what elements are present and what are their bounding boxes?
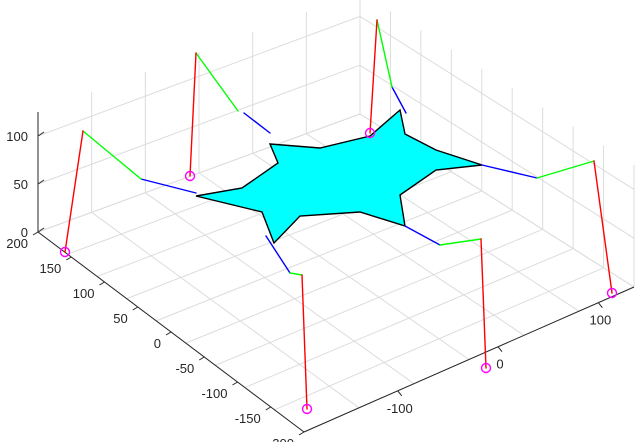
floor-grid-line (244, 248, 574, 389)
femur-segment (439, 238, 482, 246)
z-tick-mark (37, 179, 45, 185)
x-tick-mark (397, 390, 403, 397)
foot-marker (184, 170, 196, 182)
z-tick-label: 100 (6, 129, 28, 144)
y-tick-mark (198, 356, 205, 361)
wall-grid-line (37, 64, 361, 185)
floor-grid-line (156, 190, 482, 322)
floor-grid-line (215, 228, 543, 366)
tibia-segment (369, 19, 378, 134)
tibia-segment (189, 52, 197, 177)
y-tick-mark (132, 306, 139, 311)
femur-segment (536, 160, 595, 179)
x-tick-label: 0 (496, 357, 503, 372)
tibia-segment (64, 130, 84, 253)
leg-front-left (184, 52, 271, 182)
tibia-segment (301, 274, 308, 410)
floor-grid-line (145, 192, 415, 385)
foot-marker (606, 287, 618, 299)
y-tick-mark (65, 256, 72, 261)
legs-layer (59, 19, 618, 415)
coxa-segment (481, 164, 538, 179)
x-tick-label: -100 (387, 401, 413, 416)
coxa-segment (243, 112, 271, 134)
tibia-segment (480, 238, 487, 369)
foot-marker (364, 127, 376, 139)
femur-segment (82, 130, 142, 180)
y-tick-mark (298, 431, 305, 436)
z-tick-mark (37, 227, 45, 233)
floor-grid-line (185, 209, 513, 344)
foot-marker (301, 403, 313, 415)
leg-front-right (364, 19, 407, 139)
wall-grid-line (37, 113, 361, 233)
y-tick-label: 0 (154, 336, 161, 351)
y-tick-mark (165, 331, 172, 336)
coxa-segment (404, 225, 441, 246)
y-tick-label: -150 (235, 411, 261, 426)
y-tick-mark (32, 231, 39, 236)
y-tick-mark (265, 406, 272, 411)
wall-grid-line (359, 15, 635, 190)
foot-marker (59, 246, 71, 258)
robot-body (195, 108, 483, 245)
tibia-segment (593, 160, 613, 294)
x-axis-line (303, 286, 635, 433)
femur-segment (289, 272, 303, 276)
wall-grid-line (37, 15, 361, 137)
leg-rear-left (265, 235, 313, 415)
y-tick-mark (232, 381, 238, 386)
coxa-segment (391, 86, 407, 114)
z-tick-mark (37, 131, 45, 137)
coxa-segment (140, 178, 197, 194)
x-tick-mark (497, 346, 503, 353)
grid-layer (37, 0, 635, 433)
x-tick-label: 100 (590, 313, 612, 328)
femur-segment (195, 52, 239, 112)
leg-right (481, 160, 618, 299)
y-tick-label: -200 (268, 436, 294, 442)
femur-segment (376, 19, 393, 88)
y-tick-label: 200 (6, 236, 28, 251)
y-tick-label: 50 (113, 311, 127, 326)
y-tick-label: 100 (73, 286, 95, 301)
floor-grid-line (274, 267, 604, 411)
y-tick-label: -50 (175, 361, 194, 376)
y-tick-mark (99, 281, 105, 286)
coxa-segment (265, 235, 291, 274)
wall-grid-line (359, 64, 635, 239)
body-layer (195, 108, 483, 245)
y-tick-label: 150 (40, 261, 62, 276)
ticks-layer: 0 50 100 200 150 100 50 0 -50 -100 -150 -200 -100 0 10… (6, 129, 612, 447)
foot-marker (480, 362, 492, 374)
leg-left (59, 130, 197, 258)
z-tick-label: 50 (14, 177, 28, 192)
y-tick-label: -100 (201, 386, 227, 401)
leg-rear-right (404, 225, 492, 374)
z-tick-label: 0 (21, 225, 28, 240)
x-tick-mark (597, 302, 603, 308)
floor-grid-line (91, 211, 360, 409)
